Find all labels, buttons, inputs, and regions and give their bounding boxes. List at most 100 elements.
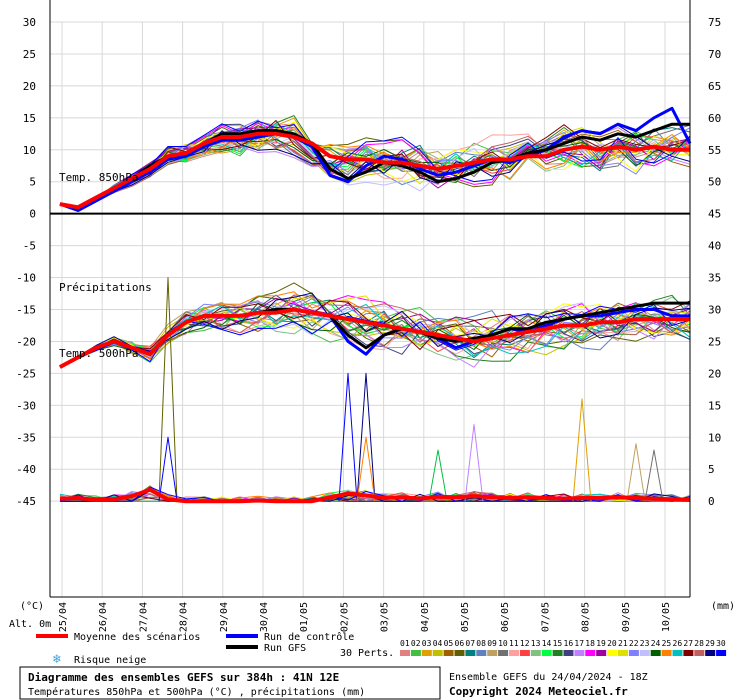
right-tick-label: 15 [708, 399, 721, 412]
precip-spike [356, 436, 376, 502]
right-tick-label: 65 [708, 80, 721, 93]
pert-swatch-30 [716, 650, 727, 656]
pert-id-01: 01 [400, 639, 410, 648]
pert-id-19: 19 [596, 639, 606, 648]
date-label: 10/05 [661, 602, 672, 632]
precip-spike [158, 277, 178, 502]
pert-id-23: 23 [640, 639, 650, 648]
pert-swatch-13 [530, 650, 541, 656]
pert-swatch-26 [672, 650, 683, 656]
pert-id-27: 27 [683, 639, 693, 648]
date-label: 28/04 [179, 602, 190, 632]
pert-id-21: 21 [618, 639, 628, 648]
pert-id-13: 13 [531, 639, 541, 648]
right-tick-label: 20 [708, 367, 721, 380]
pert-swatch-03 [421, 650, 432, 656]
left-tick-label: 10 [23, 144, 36, 157]
right-tick-label: 55 [708, 144, 721, 157]
t500-label: Temp. 500hPa [59, 347, 138, 360]
left-tick-label: -10 [16, 272, 36, 285]
date-label: 30/04 [259, 602, 270, 632]
pert-swatch-20 [607, 650, 618, 656]
right-tick-label: 60 [708, 112, 721, 125]
left-tick-label: -25 [16, 367, 36, 380]
precip-spike [464, 424, 484, 502]
pert-id-12: 12 [520, 639, 530, 648]
pert-id-14: 14 [542, 639, 552, 648]
left-tick-label: -45 [16, 495, 36, 508]
right-axis-unit: (mm) [711, 601, 735, 612]
alt-label: Alt. 0m [9, 619, 51, 630]
legend-perts-label: 30 Perts. [340, 648, 394, 659]
left-tick-label: -5 [23, 240, 36, 253]
left-axis-unit: (°C) [20, 601, 44, 612]
precip-spike [428, 449, 448, 502]
date-label: 05/05 [460, 602, 471, 632]
mean-precip-line [59, 487, 691, 504]
right-tick-label: 25 [708, 335, 721, 348]
pert-id-24: 24 [651, 639, 661, 648]
date-label: 03/05 [380, 602, 391, 632]
pert-swatch-22 [628, 650, 639, 656]
pert-swatch-29 [705, 650, 716, 656]
pert-swatch-07 [465, 650, 476, 656]
left-tick-label: 5 [29, 176, 36, 189]
date-label: 27/04 [138, 602, 149, 632]
legend-gfs-label: Run GFS [264, 643, 306, 654]
chart-title: Diagramme des ensembles GEFS sur 384h : … [28, 671, 339, 684]
legend-mean-label: Moyenne des scénarios [74, 631, 200, 643]
date-label: 25/04 [58, 602, 69, 632]
precip-spike [338, 372, 358, 502]
pert-id-17: 17 [574, 639, 584, 648]
pert-swatch-23 [639, 650, 650, 656]
pert-id-18: 18 [585, 639, 595, 648]
pert-id-15: 15 [553, 639, 563, 648]
pert-swatch-14 [541, 650, 552, 656]
legend-snow-label: Risque neige [74, 655, 146, 666]
right-tick-label: 45 [708, 208, 721, 221]
left-tick-label: 25 [23, 48, 36, 61]
pert-swatch-25 [661, 650, 672, 656]
pert-swatch-27 [683, 650, 694, 656]
pert-swatch-24 [650, 650, 661, 656]
title-box [19, 666, 441, 700]
pert-id-09: 09 [487, 639, 497, 648]
precip-spike [572, 398, 592, 502]
pert-id-30: 30 [716, 639, 726, 648]
date-label: 09/05 [621, 602, 632, 632]
right-tick-label: 0 [708, 495, 715, 508]
pert-swatch-19 [596, 650, 607, 656]
date-label: 04/05 [420, 602, 431, 632]
pert-id-03: 03 [422, 639, 432, 648]
pert-swatch-16 [563, 650, 574, 656]
perturbation-legend: 01 02 03 04 05 06 07 08 09 10 11 12 13 14 15 16 17 18 19 20… [400, 639, 727, 656]
member-t500-line [59, 309, 691, 368]
pert-swatch-28 [694, 650, 705, 656]
left-tick-label: 0 [29, 208, 36, 221]
date-label: 02/05 [339, 602, 350, 632]
right-tick-label: 10 [708, 431, 721, 444]
pert-id-25: 25 [662, 639, 672, 648]
precip-spike [356, 372, 376, 502]
pert-swatch-21 [618, 650, 628, 656]
date-label: 29/04 [219, 602, 230, 632]
right-tick-label: 50 [708, 176, 721, 189]
pert-swatch-01 [400, 650, 410, 656]
member-t850-line [59, 121, 691, 209]
member-t850-line [59, 120, 691, 209]
pert-swatch-05 [443, 650, 454, 656]
left-tick-label: 20 [23, 80, 36, 93]
pert-id-05: 05 [444, 639, 454, 648]
pert-id-29: 29 [705, 639, 715, 648]
pert-id-02: 02 [411, 639, 421, 648]
pert-swatch-17 [574, 650, 585, 656]
right-tick-label: 5 [708, 463, 715, 476]
pert-swatch-12 [519, 650, 530, 656]
pert-swatch-02 [410, 650, 421, 656]
pert-id-07: 07 [465, 639, 475, 648]
date-label: 26/04 [98, 602, 109, 632]
pert-id-04: 04 [433, 639, 443, 648]
right-tick-label: 40 [708, 240, 721, 253]
pert-id-08: 08 [476, 639, 486, 648]
